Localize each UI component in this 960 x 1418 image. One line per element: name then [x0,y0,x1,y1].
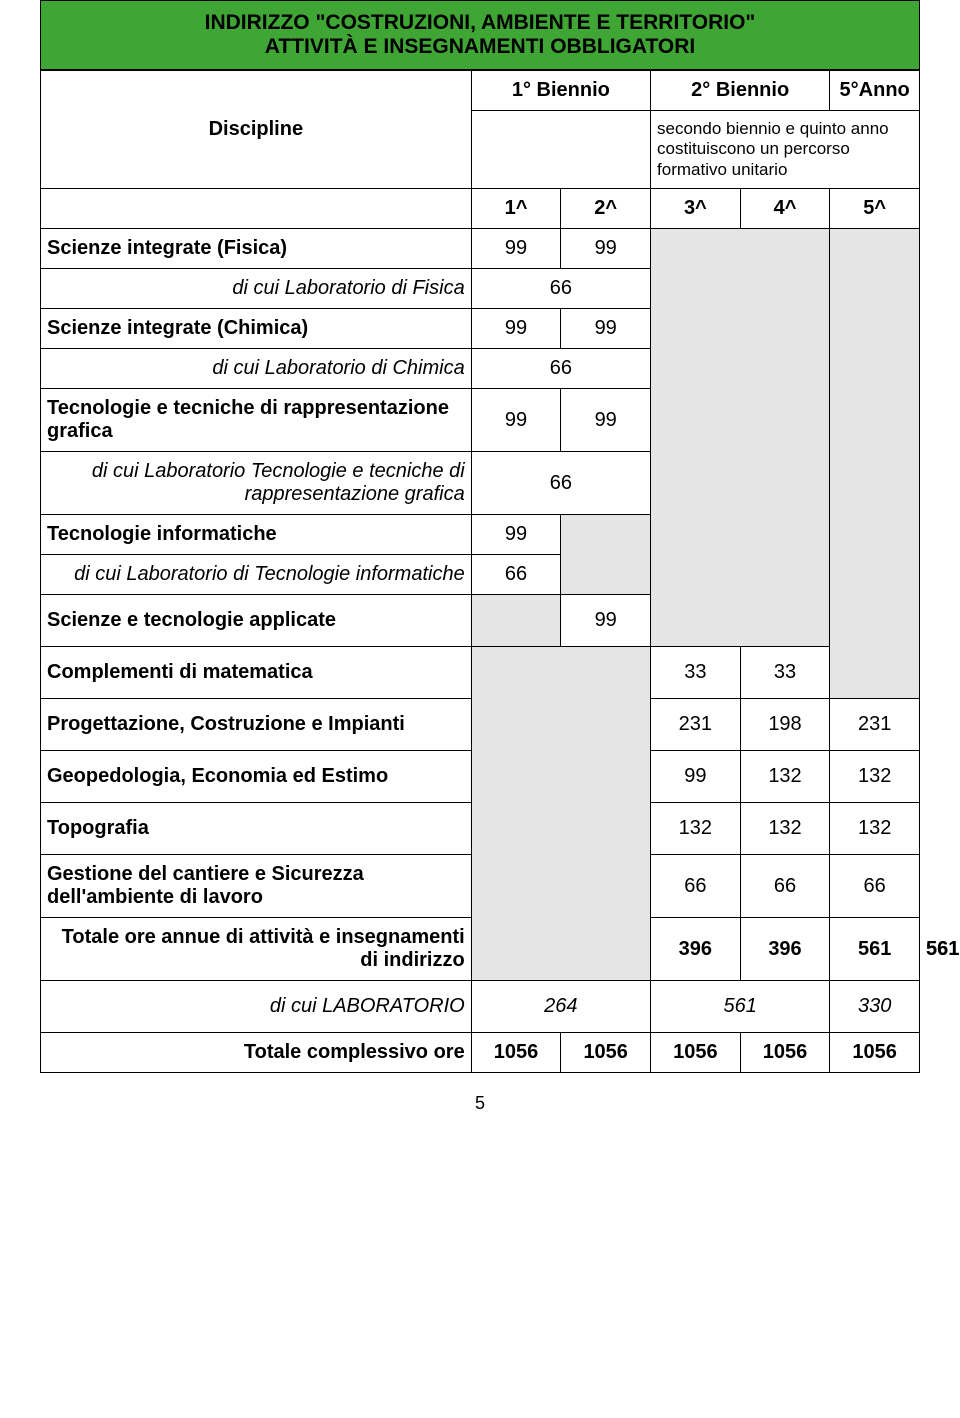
cell-c1: 66 [471,555,561,595]
col-y5: 5^ [830,189,920,229]
cell-c2: 1056 [561,1033,651,1073]
gray-c1 [471,595,561,647]
cell-c2: 99 [561,229,651,269]
cell-label: Scienze integrate (Fisica) [41,229,472,269]
cell-label: Geopedologia, Economia ed Estimo [41,751,472,803]
cell-label: di cui Laboratorio di Fisica [41,269,472,309]
cell-c2: 99 [561,595,651,647]
cell-c4: 198 [740,699,830,751]
gray-block-12 [471,647,650,981]
cell-c3: 66 [651,855,741,918]
cell-c2: 396 [740,918,830,981]
col-biennio2: 2° Biennio [651,71,830,111]
curriculum-table: Discipline 1° Biennio 2° Biennio 5°Anno … [40,70,920,1073]
cell-label: di cui Laboratorio di Chimica [41,349,472,389]
page-number: 5 [40,1073,920,1114]
cell-c5: 231 [830,699,920,751]
cell-label: Tecnologie informatiche [41,515,472,555]
cell-label: Totale ore annue di attività e insegname… [41,918,472,981]
cell-label: Progettazione, Costruzione e Impianti [41,699,472,751]
cell-span34: 561 [651,981,830,1033]
cell-label: Totale complessivo ore [41,1033,472,1073]
cell-span12: 66 [471,349,650,389]
col-empty [471,111,650,189]
cell-c1: 99 [471,515,561,555]
cell-c2: 99 [561,309,651,349]
cell-c5: 132 [830,803,920,855]
col-discipline: Discipline [41,71,472,189]
gray-block-34 [651,229,830,647]
cell-c3: 132 [651,803,741,855]
gray-c2 [561,515,651,595]
cell-c4: 66 [740,855,830,918]
cell-c4: 132 [740,751,830,803]
cell-c4: 33 [740,647,830,699]
years-blank [41,189,472,229]
row-scienze-fisica: Scienze integrate (Fisica) 99 99 [41,229,920,269]
cell-c5: 66 [830,855,920,918]
cell-c1: 99 [471,389,561,452]
row-tot-compl: Totale complessivo ore 1056 1056 1056 10… [41,1033,920,1073]
cell-label: Gestione del cantiere e Sicurezza dell'a… [41,855,472,918]
cell-label: di cui LABORATORIO [41,981,472,1033]
cell-label: Complementi di matematica [41,647,472,699]
cell-label: Tecnologie e tecniche di rappresentazion… [41,389,472,452]
cell-c5: 1056 [830,1033,920,1073]
cell-c4: 132 [740,803,830,855]
cell-span12: 264 [471,981,650,1033]
cell-c3: 231 [651,699,741,751]
header-line1: INDIRIZZO "COSTRUZIONI, AMBIENTE E TERRI… [205,11,756,34]
col-y1: 1^ [471,189,561,229]
gray-block-5 [830,229,920,699]
cell-span12: 66 [471,269,650,309]
col-y4: 4^ [740,189,830,229]
col-biennio1: 1° Biennio [471,71,650,111]
row-lab-tot: di cui LABORATORIO 264 561 330 [41,981,920,1033]
col-y3: 3^ [651,189,741,229]
cell-label: Scienze e tecnologie applicate [41,595,472,647]
cell-c1: 99 [471,309,561,349]
page: INDIRIZZO "COSTRUZIONI, AMBIENTE E TERRI… [0,0,960,1154]
cell-c1: 396 [651,918,741,981]
header-line2: ATTIVITÀ E INSEGNAMENTI OBBLIGATORI [49,35,911,59]
cell-c4: 1056 [740,1033,830,1073]
cell-c3: 99 [651,751,741,803]
header-row-years: 1^ 2^ 3^ 4^ 5^ [41,189,920,229]
row-compl-mat: Complementi di matematica 33 33 [41,647,920,699]
header-row-1: Discipline 1° Biennio 2° Biennio 5°Anno [41,71,920,111]
cell-c5: 330 [830,981,920,1033]
col-anno5: 5°Anno [830,71,920,111]
cell-c1: 99 [471,229,561,269]
cell-label: Scienze integrate (Chimica) [41,309,472,349]
cell-c3: 561 [830,918,920,981]
cell-span12: 66 [471,452,650,515]
cell-c1: 1056 [471,1033,561,1073]
cell-c3: 33 [651,647,741,699]
cell-c3: 1056 [651,1033,741,1073]
cell-label: di cui Laboratorio di Tecnologie informa… [41,555,472,595]
col-y2: 2^ [561,189,651,229]
cell-c5: 132 [830,751,920,803]
col-subnote: secondo biennio e quinto anno costituisc… [651,111,920,189]
cell-c2: 99 [561,389,651,452]
cell-label: di cui Laboratorio Tecnologie e tecniche… [41,452,472,515]
header-bar: INDIRIZZO "COSTRUZIONI, AMBIENTE E TERRI… [40,0,920,70]
cell-label: Topografia [41,803,472,855]
